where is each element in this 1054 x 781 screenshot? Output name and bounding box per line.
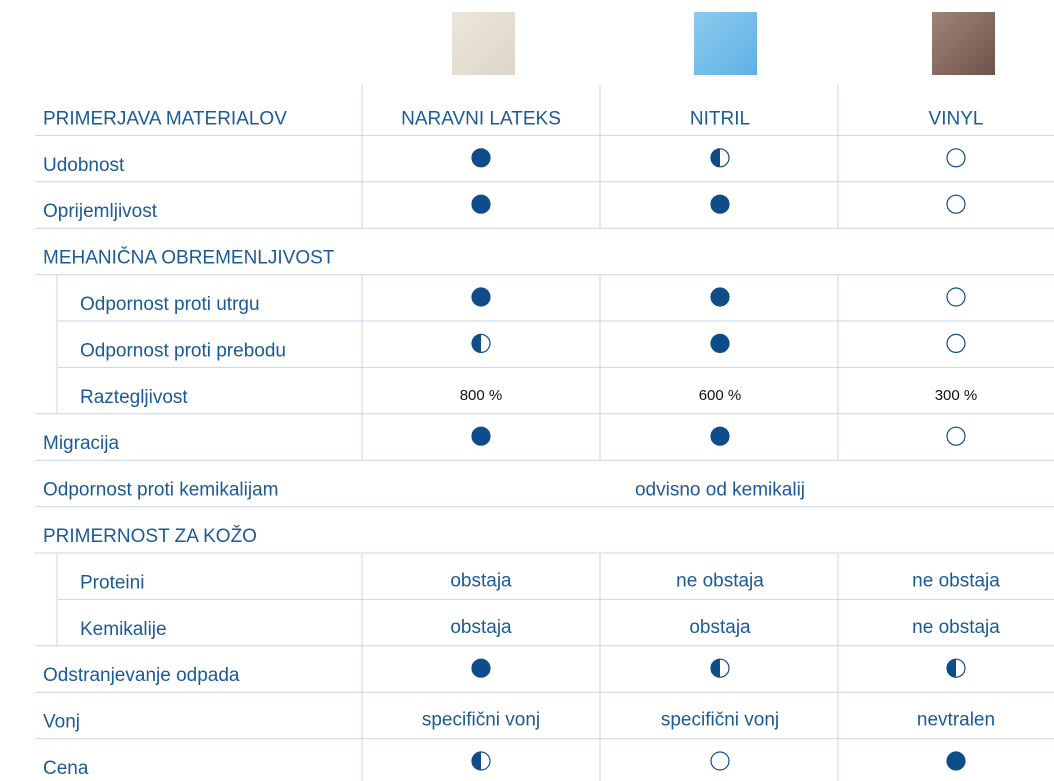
row-label: Migracija — [43, 433, 119, 454]
row-label: Odpornost proti prebodu — [80, 340, 286, 361]
rating-mark — [711, 752, 729, 770]
rating-mark — [472, 427, 490, 445]
rating-mark — [947, 149, 965, 167]
rating-mark — [711, 334, 729, 352]
row-label: Oprijemljivost — [43, 201, 158, 222]
rating-mark — [947, 427, 965, 445]
page: {"table": { "header": ["PRIMERJAVA MATER… — [0, 0, 1054, 781]
nitrile-swatch — [694, 12, 757, 75]
cell-text: specifični vonj — [661, 710, 779, 731]
cell-text: 300 % — [935, 387, 978, 404]
section-label: MEHANIČNA OBREMENLJIVOST — [43, 247, 335, 269]
rating-mark — [472, 752, 490, 770]
column-header: NARAVNI LATEKS — [401, 108, 561, 129]
row-label: Udobnost — [43, 155, 125, 176]
cell-text: ne obstaja — [912, 617, 1000, 638]
rating-mark — [472, 659, 490, 677]
rating-mark — [711, 149, 729, 167]
rating-mark — [947, 752, 965, 770]
rating-mark — [711, 195, 729, 213]
rating-mark — [472, 149, 490, 167]
row-label: Odpornost proti utrgu — [80, 294, 260, 315]
cell-text: ne obstaja — [676, 570, 764, 591]
rating-mark — [472, 195, 490, 213]
row-label: Vonj — [43, 712, 80, 733]
rating-mark — [711, 427, 729, 445]
note-text: odvisno od kemikalij — [635, 480, 805, 501]
rating-mark — [947, 195, 965, 213]
cell-text: 600 % — [699, 387, 742, 404]
row-label: Cena — [43, 758, 89, 779]
rating-mark — [472, 288, 490, 306]
column-header: VINYL — [929, 108, 984, 129]
cell-text: nevtralen — [917, 710, 995, 731]
cell-text: 800 % — [460, 387, 503, 404]
row-label: Raztegljivost — [80, 387, 188, 408]
header-label: PRIMERJAVA MATERIALOV — [43, 108, 287, 129]
cell-text: obstaja — [689, 617, 751, 638]
column-header: NITRIL — [690, 108, 750, 129]
cell-text: specifični vonj — [422, 710, 540, 731]
rating-mark — [947, 288, 965, 306]
row-label: Kemikalije — [80, 619, 167, 640]
row-label: Odstranjevanje odpada — [43, 665, 240, 686]
rating-mark — [472, 334, 490, 352]
cell-text: ne obstaja — [912, 570, 1000, 591]
rating-mark — [947, 659, 965, 677]
rating-mark — [711, 288, 729, 306]
row-label: Odpornost proti kemikalijam — [43, 480, 278, 501]
rating-mark — [711, 659, 729, 677]
section-label: PRIMERNOST ZA KOŽO — [43, 525, 257, 547]
row-label: Proteini — [80, 572, 144, 593]
cell-text: obstaja — [450, 617, 512, 638]
comparison-table: PRIMERJAVA MATERIALOV NARAVNI LATEKS NITRI… — [0, 0, 1054, 781]
cell-text: obstaja — [450, 570, 512, 591]
latex-swatch — [452, 12, 515, 75]
rating-mark — [947, 334, 965, 352]
vinyl-swatch — [932, 12, 995, 75]
